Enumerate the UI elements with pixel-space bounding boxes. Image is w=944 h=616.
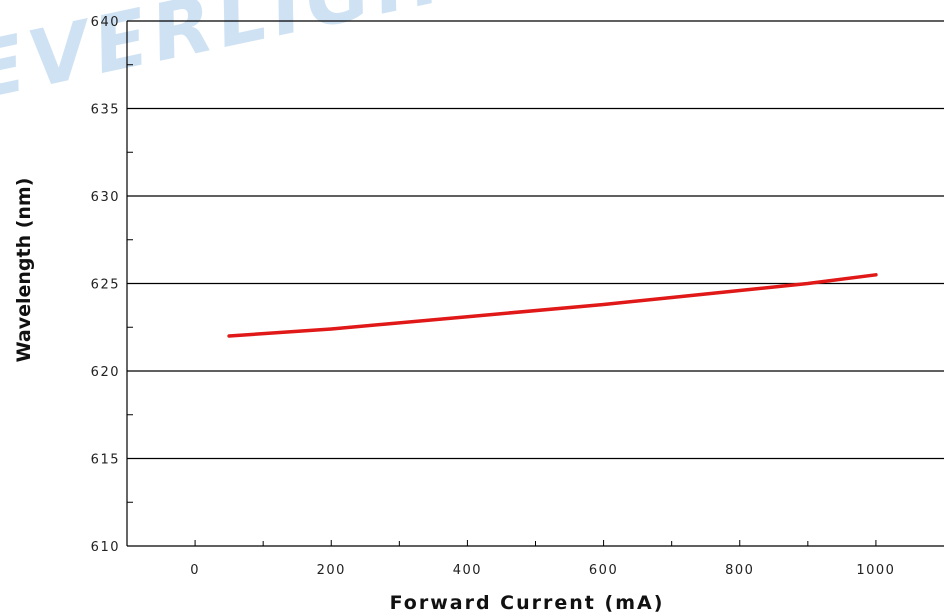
tick-labels: 610 615 620 625 630 635 640 0 200 400 600 800 1000 xyxy=(91,15,895,578)
y-tick-label: 635 xyxy=(91,103,120,118)
watermark-text: EVERLIGHT xyxy=(0,0,512,118)
x-tick-label: 0 xyxy=(190,563,200,578)
watermark: EVERLIGHT xyxy=(0,0,512,118)
y-tick-label: 625 xyxy=(91,278,120,293)
y-tick-label: 620 xyxy=(91,365,120,380)
y-axis-title: Wavelength (nm) xyxy=(13,178,35,363)
series-line xyxy=(227,273,878,338)
series-layer xyxy=(227,273,878,338)
x-tick-label: 200 xyxy=(317,563,346,578)
x-tick-label: 400 xyxy=(453,563,482,578)
y-tick-label: 630 xyxy=(91,190,120,205)
x-tick-label: 1000 xyxy=(856,563,895,578)
y-tick-label: 610 xyxy=(91,540,120,555)
x-axis-title: Forward Current (mA) xyxy=(390,592,665,614)
y-tick-label: 640 xyxy=(91,15,120,30)
y-tick-label: 615 xyxy=(91,453,120,468)
x-tick-label: 600 xyxy=(589,563,618,578)
x-tick-label: 800 xyxy=(725,563,754,578)
axes xyxy=(126,21,944,547)
grid xyxy=(127,20,944,460)
